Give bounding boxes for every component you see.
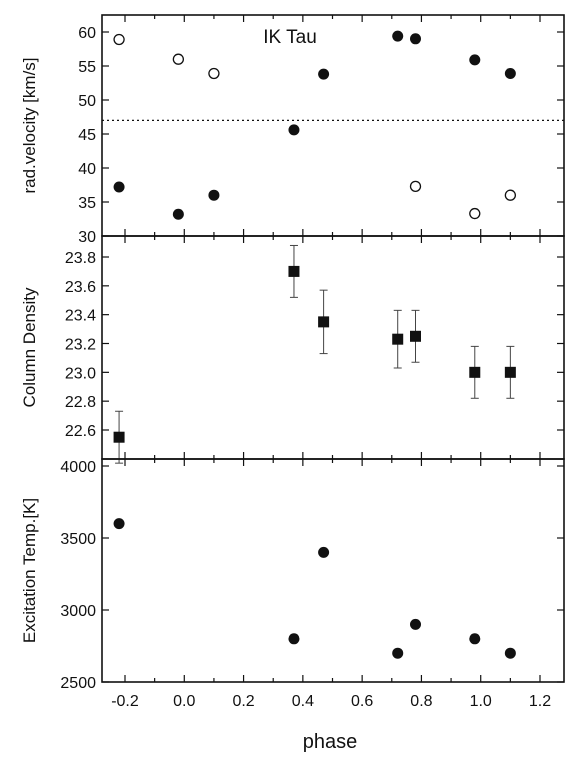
- x-tick-label: 1.2: [529, 693, 551, 710]
- data-point: [392, 647, 404, 659]
- data-point: [469, 633, 481, 645]
- panel-1-ytick-label: 45: [78, 127, 96, 144]
- x-tick-label: 0.8: [410, 693, 432, 710]
- panel-1-ytick-label: 55: [78, 59, 96, 76]
- data-point-open: [113, 33, 125, 46]
- data-point-square: [288, 265, 300, 277]
- panel-2-frame: [101, 235, 565, 460]
- data-point: [469, 54, 481, 66]
- panel-2-ylabel: Column Density: [20, 287, 39, 407]
- data-point: [288, 124, 300, 136]
- x-tick-label: -0.2: [111, 693, 139, 710]
- panel-3-ylabel: Excitation Temp.[K]: [20, 498, 39, 643]
- panel-2-ytick-label: 23.0: [65, 365, 96, 382]
- panel-2-ytick-label: 23.2: [65, 337, 96, 354]
- panel-2-ytick-label: 22.8: [65, 394, 96, 411]
- data-point: [318, 546, 330, 558]
- panel-1-frame: [101, 14, 565, 237]
- x-tick-label: 0.2: [232, 693, 254, 710]
- panel-3-ytick-label: 2500: [60, 675, 96, 692]
- panel-1-ylabel: rad.velocity [km/s]: [20, 57, 39, 193]
- data-point-open: [504, 189, 517, 201]
- x-axis-label: phase: [303, 731, 358, 753]
- panel-2-ytick-label: 22.6: [65, 423, 96, 440]
- data-point: [504, 647, 516, 659]
- x-tick-label: 1.0: [470, 693, 492, 710]
- data-point-square: [392, 333, 404, 345]
- data-point: [208, 189, 220, 201]
- data-point-square: [318, 316, 330, 328]
- data-point: [113, 181, 125, 193]
- data-point: [113, 518, 125, 530]
- x-tick-label: 0.4: [292, 693, 314, 710]
- panel-3-ytick-label: 4000: [60, 459, 96, 476]
- data-point: [410, 33, 421, 45]
- data-point-open: [409, 180, 422, 193]
- data-point: [410, 618, 421, 630]
- data-point-square: [504, 366, 516, 378]
- panel-1-ytick-label: 40: [78, 161, 96, 178]
- panel-2-ytick-label: 23.4: [65, 308, 96, 325]
- data-point-open: [208, 67, 220, 80]
- data-point-open: [469, 207, 481, 220]
- panel-2-ytick-label: 23.6: [65, 279, 96, 296]
- data-point: [392, 30, 404, 42]
- data-point-square: [410, 330, 421, 342]
- panel-3-frame: [101, 458, 565, 683]
- x-tick-label: 0.6: [351, 693, 373, 710]
- panel-2-ytick-label: 23.8: [65, 250, 96, 267]
- panel-1-ytick-label: 30: [78, 229, 96, 246]
- data-point-square: [113, 431, 125, 443]
- data-point: [288, 633, 300, 645]
- data-point-open: [172, 53, 185, 65]
- chart-title: IK Tau: [263, 27, 317, 48]
- panel-1-ytick-label: 50: [78, 93, 96, 110]
- data-point-square: [469, 366, 481, 378]
- data-point: [172, 208, 184, 220]
- panel-1-ytick-label: 60: [78, 25, 96, 42]
- x-tick-label: 0.0: [173, 693, 195, 710]
- panel-3-ytick-label: 3500: [60, 531, 96, 548]
- panel-3-ytick-label: 3000: [60, 603, 96, 620]
- data-point: [504, 67, 516, 79]
- panel-1-ytick-label: 35: [78, 195, 96, 212]
- data-point: [318, 68, 330, 80]
